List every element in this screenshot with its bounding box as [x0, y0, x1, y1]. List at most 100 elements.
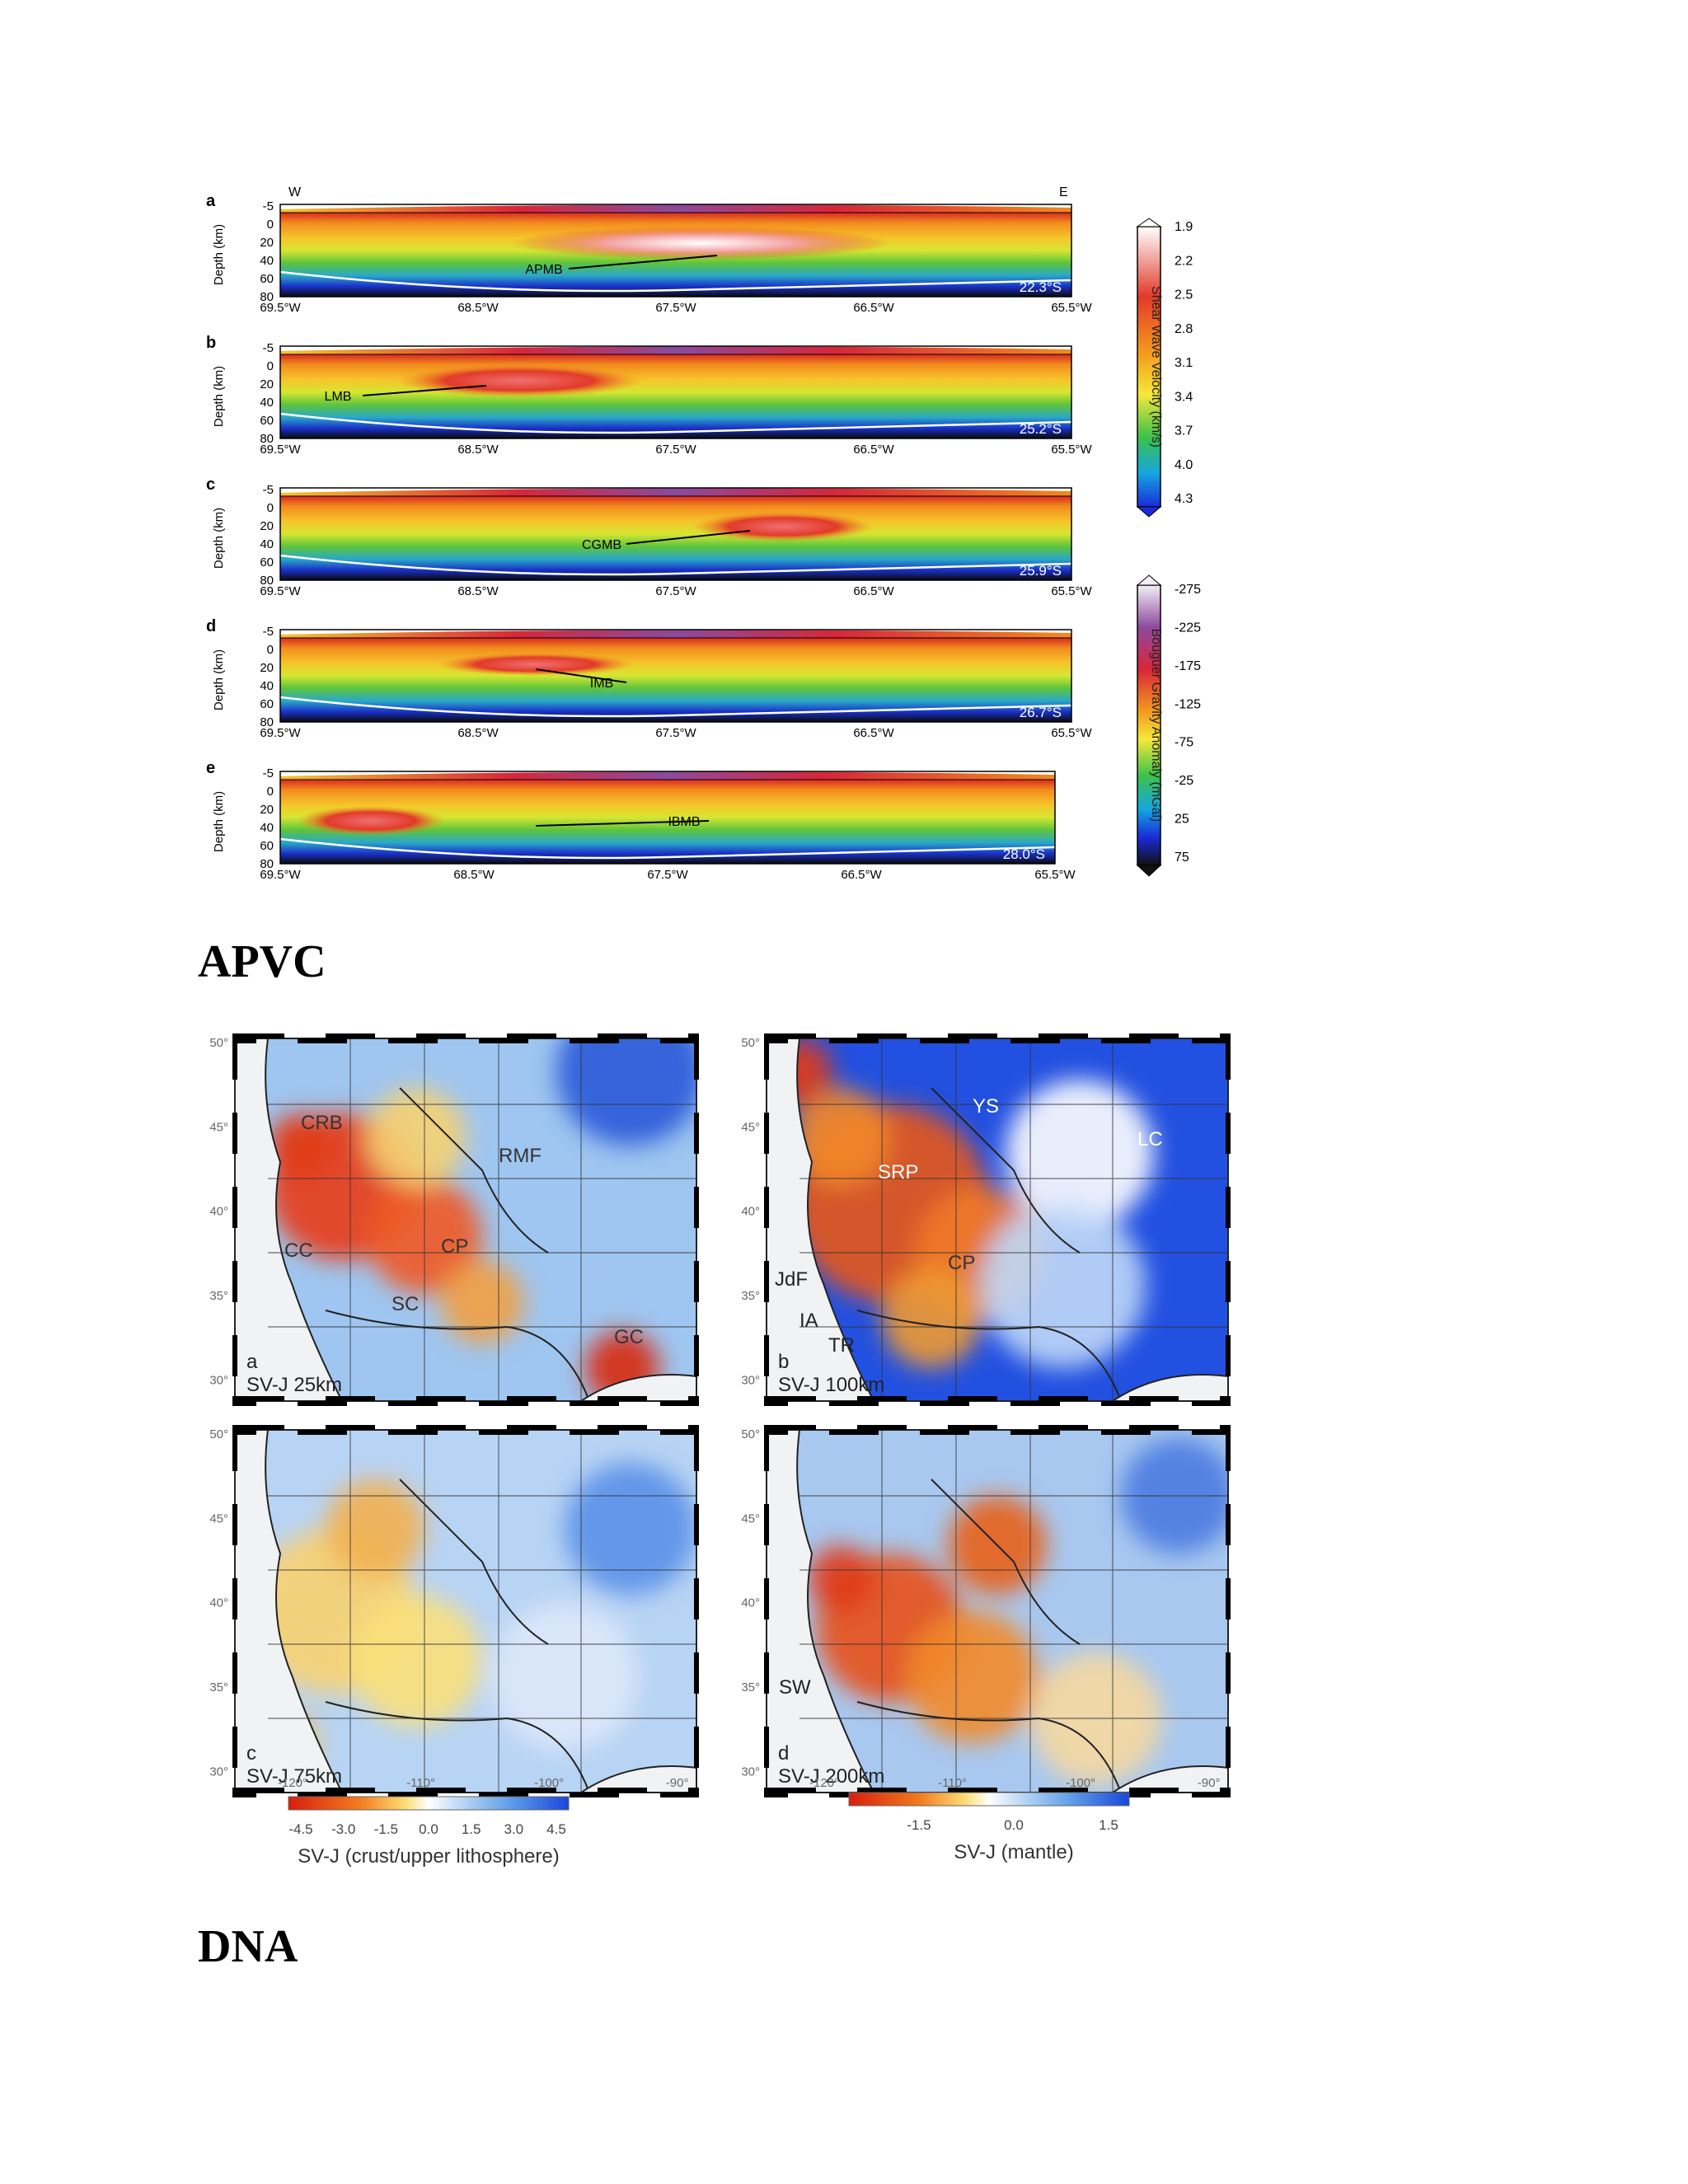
moho-line: [279, 696, 1072, 718]
crust-colorbar-tick: 0.0: [419, 1821, 438, 1837]
section-panel-e: e -5 0 20 40 60 80 Depth (km) 69.5°W 68.5°W 67.5°W…: [206, 759, 1076, 882]
lat-tick: 30°: [209, 1765, 228, 1779]
lon-tick: 69.5°W: [260, 868, 301, 882]
gravity-tick: -275: [1175, 583, 1201, 597]
lon-tick: 67.5°W: [655, 443, 696, 457]
lat-tick: 35°: [209, 1289, 228, 1303]
section-panel-d: d -5 0 20 40 60 80 Depth (km) 69.5°W 68.5°W 67.5°W…: [206, 617, 1093, 740]
svj-map-c: 50° 45° 40° 35° 30° cSV-J 75km: [209, 1425, 699, 1797]
feature-label: IA: [799, 1310, 818, 1332]
lon-tick: -110°: [938, 1776, 967, 1790]
low-velocity-anomaly: [437, 653, 635, 676]
topography-strip: [280, 771, 1055, 780]
topography-strip: [280, 488, 1071, 496]
section-panel-c: c -5 0 20 40 60 80 Depth (km) 69.5°W 68.5°W 67.5°W…: [206, 476, 1093, 598]
feature-arrow: [626, 530, 751, 545]
lon-tick: -120°: [809, 1776, 839, 1790]
lon-tick: 67.5°W: [647, 868, 688, 882]
low-velocity-anomaly: [396, 364, 643, 397]
panel-letter: e: [206, 759, 215, 777]
depth-tick: 40: [260, 254, 274, 268]
feature-label: SW: [779, 1676, 811, 1699]
lat-tick: 45°: [741, 1120, 760, 1134]
map-title: SV-J 75km: [246, 1765, 342, 1788]
lon-tick: 65.5°W: [1051, 301, 1092, 315]
lon-tick: 65.5°W: [1051, 726, 1092, 740]
svj-mantle-colorbar-label: SV-J (mantle): [954, 1841, 1073, 1863]
section-panel-a: a -5 0 20 40 60 80 Depth (km) 69.5°W 68.5°W 67.5°W…: [206, 185, 1093, 315]
depth-tick: 80: [260, 857, 274, 871]
mantle-colorbar-tick: -1.5: [907, 1817, 931, 1833]
topography-strip: [280, 204, 1071, 213]
depth-tick: 40: [260, 679, 274, 693]
feature-label: JdF: [775, 1268, 808, 1291]
gravity-tick: -225: [1175, 621, 1201, 635]
depth-axis-label: Depth (km): [212, 366, 226, 427]
feature-arrow: [535, 668, 627, 683]
svj-map-d: 50° 45° 40° 35° 30° dSV-J 200km SW: [741, 1425, 1231, 1797]
moho-line: [279, 837, 1056, 860]
lon-tick: 65.5°W: [1034, 868, 1076, 882]
lon-tick: -100°: [1066, 1776, 1095, 1790]
feature-label: YS: [973, 1095, 999, 1118]
map-letter: b: [778, 1351, 789, 1373]
lon-tick: -100°: [534, 1776, 564, 1790]
velocity-tick: 2.8: [1175, 322, 1193, 336]
depth-tick: 0: [267, 643, 274, 657]
depth-tick: -5: [263, 341, 274, 355]
east-label: E: [1059, 185, 1068, 199]
crust-colorbar-tick: 1.5: [462, 1821, 481, 1837]
depth-tick: 20: [260, 661, 274, 675]
lon-tick: 67.5°W: [655, 584, 696, 598]
feature-arrow: [535, 820, 710, 827]
lat-tick: 30°: [741, 1373, 760, 1387]
map-letter: d: [778, 1742, 789, 1765]
gravity-tick: 75: [1175, 851, 1189, 865]
depth-axis-label: Depth (km): [212, 649, 226, 710]
depth-tick: -5: [263, 625, 274, 639]
lon-tick: 68.5°W: [457, 726, 499, 740]
lon-tick: 65.5°W: [1051, 443, 1092, 457]
velocity-tick: 4.0: [1175, 458, 1193, 472]
topography-strip: [280, 630, 1071, 638]
depth-tick: -5: [263, 199, 274, 213]
latitude-label: 22.3°S: [1020, 279, 1062, 295]
lon-tick: -120°: [278, 1776, 307, 1790]
lat-tick: 50°: [741, 1427, 760, 1441]
velocity-colorbar: Shear Wave Velocity (km/s) 1.9 2.2 2.5 2.8 3…: [1136, 218, 1193, 518]
low-velocity-anomaly: [297, 806, 445, 836]
velocity-tick: 4.3: [1175, 492, 1193, 506]
feature-label: IBMB: [668, 815, 700, 829]
lon-tick: 66.5°W: [841, 868, 882, 882]
feature-label: LMB: [325, 390, 352, 404]
lat-tick: 30°: [741, 1765, 760, 1779]
lon-tick: 66.5°W: [853, 584, 894, 598]
depth-tick: 40: [260, 396, 274, 410]
feature-label: RMF: [499, 1145, 542, 1167]
svj-crust-colorbar-label: SV-J (crust/upper lithosphere): [298, 1845, 559, 1868]
depth-tick: -5: [263, 766, 274, 780]
crust-colorbar-tick: -1.5: [374, 1821, 398, 1837]
panel-letter: c: [206, 476, 215, 494]
depth-tick: 0: [267, 501, 274, 515]
depth-tick: 60: [260, 697, 274, 711]
lat-tick: 30°: [209, 1373, 228, 1387]
topography-strip: [280, 346, 1071, 354]
svj-map-b: 50° 45° 40° 35° 30° bSV-J 100km YS LC SRP CP JdF IA…: [741, 1033, 1231, 1406]
lon-tick: 69.5°W: [260, 726, 301, 740]
map-title: SV-J 100km: [778, 1374, 884, 1396]
feature-label: SRP: [878, 1161, 918, 1183]
velocity-colorbar-label: Shear Wave Velocity (km/s): [1149, 286, 1163, 448]
velocity-tick: 3.4: [1175, 390, 1193, 404]
feature-label: CP: [441, 1235, 468, 1258]
depth-tick: 0: [267, 218, 274, 232]
mantle-colorbar-tick: 0.0: [1004, 1817, 1024, 1833]
gravity-tick: -25: [1175, 774, 1193, 788]
lat-tick: 45°: [209, 1511, 228, 1526]
lat-tick: 35°: [741, 1289, 760, 1303]
svj-maps-figure: 50°45°40°35°30°aSV-J 25kmCRBRMFCPSCGCCC5…: [209, 1033, 1231, 1868]
lat-tick: 40°: [741, 1596, 760, 1610]
map-letter: c: [246, 1742, 256, 1765]
feature-arrow: [568, 255, 718, 269]
lon-tick: 68.5°W: [453, 868, 495, 882]
